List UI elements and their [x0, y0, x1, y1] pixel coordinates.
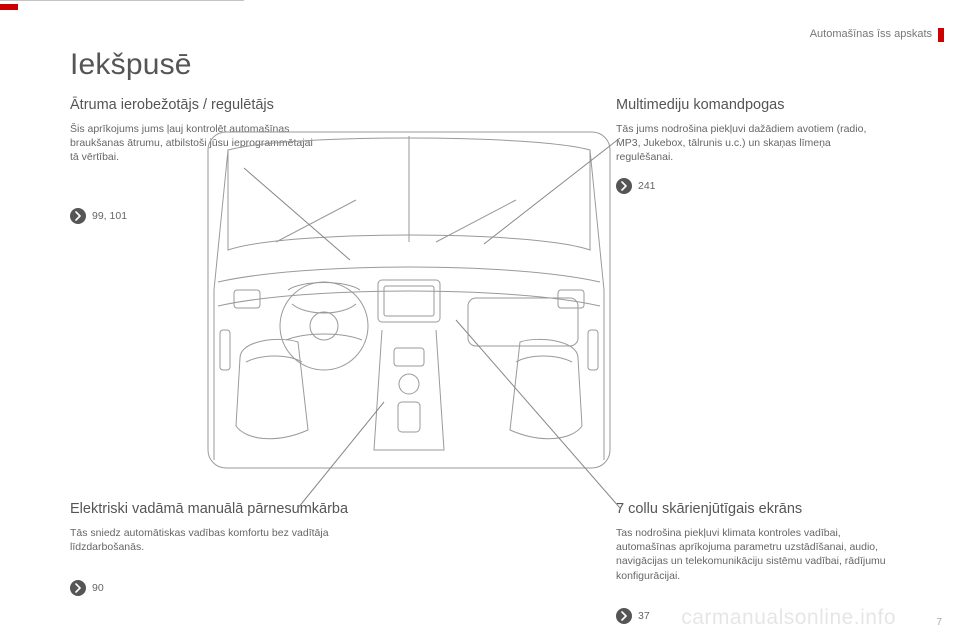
page-ref-number: 90: [92, 582, 104, 594]
page-ref-gearbox: 90: [70, 580, 104, 596]
callout-body: Tās jums nodrošina piekļuvi dažādiem avo…: [616, 122, 886, 165]
callout-gearbox: Elektriski vadāmā manuālā pārnesumkārba …: [70, 500, 350, 554]
callout-heading: Elektriski vadāmā manuālā pārnesumkārba: [70, 500, 350, 518]
page-ref-number: 99, 101: [92, 210, 127, 222]
callout-heading: Ātruma ierobežotājs / regulētājs: [70, 96, 320, 114]
page-ref-icon: [616, 608, 632, 624]
page-ref-touchscreen: 37: [616, 608, 650, 624]
callout-body: Tas nodrošina piekļuvi klimata kontroles…: [616, 526, 896, 583]
page-ref-number: 37: [638, 610, 650, 622]
callout-body: Tās sniedz automātiskas vadības komfortu…: [70, 526, 350, 554]
page-ref-icon: [70, 208, 86, 224]
accent-bar-right: [938, 28, 944, 42]
callout-heading: 7 collu skārienjūtīgais ekrāns: [616, 500, 896, 518]
page-ref-icon: [616, 178, 632, 194]
watermark: carmanualsonline.info: [681, 606, 896, 630]
dashboard-illustration: [206, 130, 612, 470]
page-ref-speed-limiter: 99, 101: [70, 208, 127, 224]
page-ref-multimedia: 241: [616, 178, 656, 194]
section-header: Automašīnas īss apskats: [810, 28, 932, 40]
page-number: 7: [936, 617, 942, 628]
accent-bar-left: [0, 4, 18, 10]
callout-multimedia: Multimediju komandpogas Tās jums nodroši…: [616, 96, 886, 165]
callout-touchscreen: 7 collu skārienjūtīgais ekrāns Tas nodro…: [616, 500, 896, 583]
page-ref-icon: [70, 580, 86, 596]
page-title: Iekšpusē: [70, 48, 192, 82]
page-ref-number: 241: [638, 180, 656, 192]
callout-heading: Multimediju komandpogas: [616, 96, 886, 114]
